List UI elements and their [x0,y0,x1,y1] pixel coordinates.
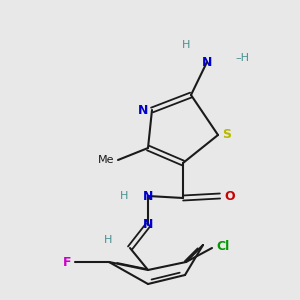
Text: H: H [104,235,112,245]
Text: N: N [202,56,212,68]
Text: Cl: Cl [216,239,229,253]
Text: N: N [143,190,153,202]
Text: N: N [143,218,153,232]
Text: H: H [120,191,128,201]
Text: S: S [222,128,231,142]
Text: –H: –H [235,53,249,63]
Text: F: F [62,256,71,268]
Text: O: O [224,190,235,202]
Text: N: N [138,103,148,116]
Text: Me: Me [98,155,114,165]
Text: H: H [182,40,190,50]
